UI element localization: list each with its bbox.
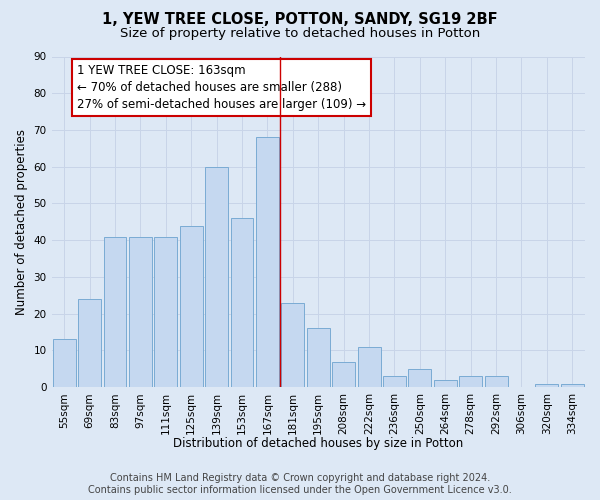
- Text: Size of property relative to detached houses in Potton: Size of property relative to detached ho…: [120, 28, 480, 40]
- Bar: [459, 376, 482, 387]
- Bar: [53, 340, 76, 387]
- Bar: [358, 347, 380, 387]
- Bar: [307, 328, 330, 387]
- Bar: [104, 236, 127, 387]
- Bar: [180, 226, 203, 387]
- Text: Contains HM Land Registry data © Crown copyright and database right 2024.
Contai: Contains HM Land Registry data © Crown c…: [88, 474, 512, 495]
- Text: 1, YEW TREE CLOSE, POTTON, SANDY, SG19 2BF: 1, YEW TREE CLOSE, POTTON, SANDY, SG19 2…: [102, 12, 498, 28]
- Bar: [332, 362, 355, 387]
- Bar: [281, 302, 304, 387]
- Bar: [434, 380, 457, 387]
- Bar: [205, 166, 228, 387]
- Bar: [383, 376, 406, 387]
- Bar: [409, 369, 431, 387]
- Bar: [485, 376, 508, 387]
- Y-axis label: Number of detached properties: Number of detached properties: [15, 129, 28, 315]
- Bar: [561, 384, 584, 387]
- Text: 1 YEW TREE CLOSE: 163sqm
← 70% of detached houses are smaller (288)
27% of semi-: 1 YEW TREE CLOSE: 163sqm ← 70% of detach…: [77, 64, 366, 111]
- Bar: [230, 218, 253, 387]
- Bar: [256, 138, 279, 387]
- X-axis label: Distribution of detached houses by size in Potton: Distribution of detached houses by size …: [173, 437, 463, 450]
- Bar: [154, 236, 177, 387]
- Bar: [78, 299, 101, 387]
- Bar: [129, 236, 152, 387]
- Bar: [535, 384, 559, 387]
